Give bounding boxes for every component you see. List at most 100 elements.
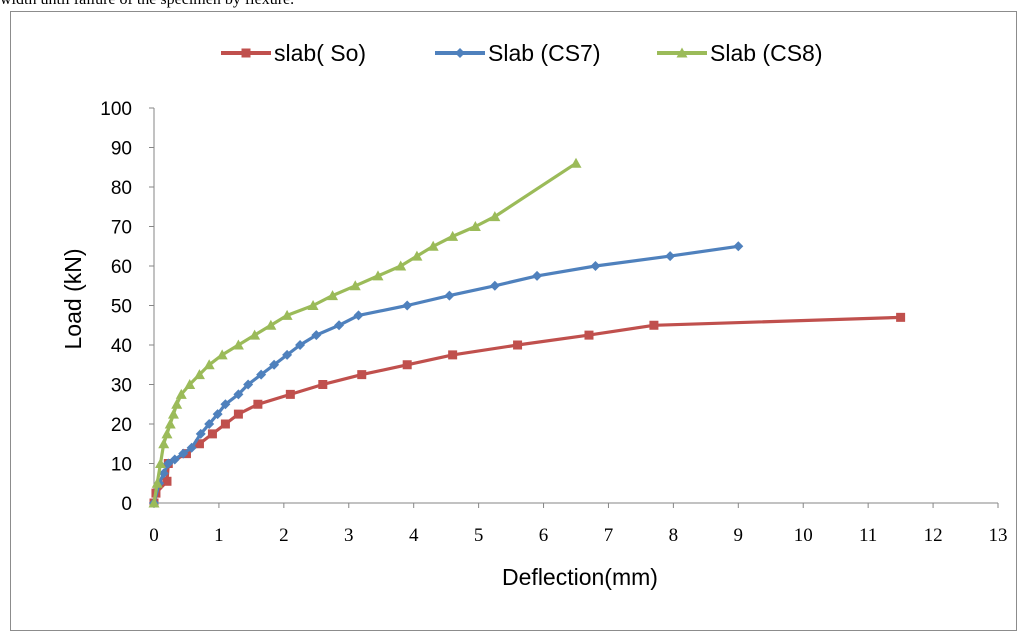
data-point <box>532 270 543 281</box>
y-tick-label: 30 <box>111 376 132 397</box>
legend-label: slab( So) <box>274 40 366 66</box>
legend-item: Slab (CS8) <box>657 40 822 66</box>
data-point <box>733 241 744 252</box>
data-point <box>349 280 361 291</box>
data-point <box>249 329 261 340</box>
data-point <box>220 419 230 429</box>
data-point <box>411 250 423 261</box>
x-tick-label: 10 <box>794 525 813 546</box>
data-point <box>171 398 183 409</box>
data-point <box>233 389 244 400</box>
data-point <box>357 370 367 380</box>
data-point <box>163 458 174 469</box>
data-point <box>295 340 306 350</box>
y-tick-label: 50 <box>111 297 132 318</box>
y-tick-label: 20 <box>111 415 132 436</box>
data-point <box>253 399 263 409</box>
legend-label: Slab (CS7) <box>488 40 600 66</box>
data-point <box>269 359 280 370</box>
x-tick-label: 2 <box>279 525 289 546</box>
data-point <box>193 369 205 380</box>
data-point <box>402 300 413 311</box>
data-point <box>281 309 293 320</box>
data-point <box>204 419 215 429</box>
series-line <box>152 161 578 505</box>
data-point <box>256 369 267 380</box>
x-tick-label: 9 <box>734 525 744 546</box>
x-tick-label: 6 <box>539 525 549 546</box>
x-tick-label: 5 <box>474 525 484 546</box>
data-point <box>327 290 339 301</box>
legend-item: slab( So) <box>221 40 366 66</box>
data-point <box>402 360 412 370</box>
x-tick-label: 8 <box>669 525 679 546</box>
data-point <box>158 468 169 479</box>
x-tick-label: 1 <box>214 525 224 546</box>
y-tick-label: 90 <box>111 139 132 160</box>
data-point <box>186 442 197 453</box>
data-point <box>372 270 384 281</box>
chart-frame: slab( So) Slab (CS7) Slab (CS8) 0 10 20 30 40 5… <box>10 11 1017 631</box>
data-point <box>167 408 179 419</box>
data-point <box>232 339 244 350</box>
x-tick-label: 12 <box>924 525 943 546</box>
caption-fragment: width until failure of the specimen by f… <box>0 0 294 9</box>
legend: slab( So) Slab (CS7) Slab (CS8) <box>221 40 822 66</box>
data-point <box>243 379 254 390</box>
series-line <box>152 244 740 505</box>
data-point <box>489 280 500 291</box>
data-point <box>212 409 223 420</box>
y-tick-label: 10 <box>111 455 132 476</box>
data-point <box>665 251 676 262</box>
data-point <box>311 330 322 341</box>
data-point <box>334 320 345 331</box>
data-point <box>161 428 173 439</box>
y-tick-label: 70 <box>111 218 132 239</box>
x-tick-label: 0 <box>149 525 159 546</box>
data-point <box>184 379 196 389</box>
data-point <box>194 439 204 449</box>
x-tick-label: 7 <box>604 525 614 546</box>
data-point <box>233 409 243 419</box>
data-point <box>285 389 295 399</box>
data-point <box>151 477 163 488</box>
legend-marker <box>676 47 688 58</box>
series-diamond <box>149 241 744 508</box>
data-point <box>570 157 582 168</box>
legend-marker <box>455 48 465 58</box>
x-axis-title: Deflection(mm) <box>502 564 658 590</box>
data-point <box>158 438 170 449</box>
data-point <box>318 380 328 389</box>
line-chart: slab( So) Slab (CS7) Slab (CS8) 0102030405… <box>60 40 1008 590</box>
data-point <box>427 240 439 251</box>
y-tick-label: 100 <box>100 99 132 120</box>
data-point <box>307 300 319 310</box>
data-point <box>649 320 659 330</box>
data-point <box>353 310 364 321</box>
data-point <box>469 221 481 231</box>
y-tick-label: 80 <box>111 178 132 199</box>
data-point <box>447 230 459 241</box>
data-point <box>513 340 523 350</box>
x-tick-label: 4 <box>409 525 419 546</box>
data-point <box>896 312 906 322</box>
y-tick-label: 60 <box>111 257 132 278</box>
x-tick-label: 11 <box>859 525 877 546</box>
data-point <box>590 261 601 271</box>
data-point <box>207 429 217 439</box>
data-point <box>444 290 455 301</box>
data-point <box>220 399 231 410</box>
x-tick-label: 3 <box>344 525 354 546</box>
data-point <box>489 211 501 222</box>
data-point <box>216 349 228 360</box>
data-point <box>148 497 160 508</box>
legend-marker <box>241 48 251 58</box>
data-point <box>265 319 277 330</box>
data-point <box>164 418 176 429</box>
series-layer <box>148 157 906 508</box>
data-point <box>154 458 166 468</box>
data-point <box>203 359 215 370</box>
legend-item: Slab (CS7) <box>435 40 600 66</box>
data-point <box>175 388 187 399</box>
data-point <box>178 448 189 459</box>
